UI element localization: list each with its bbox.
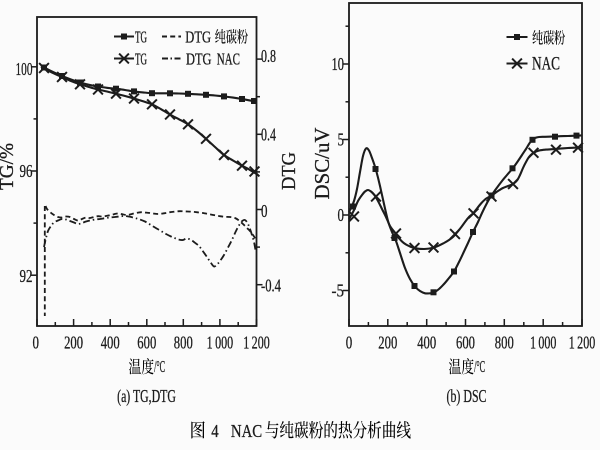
svg-text:DSC/uV: DSC/uV [310, 128, 334, 200]
svg-text:TG: TG [135, 28, 147, 47]
svg-text:-5: -5 [332, 281, 345, 301]
svg-text:400: 400 [101, 333, 120, 353]
svg-text:400: 400 [417, 333, 436, 353]
svg-text:(b) DSC: (b) DSC [447, 386, 487, 407]
svg-text:0: 0 [338, 205, 345, 225]
svg-text:(a) TG,DTG: (a) TG,DTG [117, 386, 176, 407]
svg-text:DTG: DTG [185, 28, 211, 47]
svg-text:DTG: DTG [186, 50, 212, 69]
svg-text:0.8: 0.8 [261, 46, 276, 66]
svg-text:800: 800 [174, 333, 193, 353]
svg-text:600: 600 [137, 333, 156, 353]
svg-text:100: 100 [16, 59, 33, 79]
svg-text:/°C: /°C [474, 357, 485, 376]
svg-text:NAC: NAC [532, 54, 560, 75]
svg-text:200: 200 [64, 333, 83, 353]
svg-text:/°C: /°C [154, 357, 165, 376]
svg-text:1 000: 1 000 [207, 333, 234, 353]
svg-text:0: 0 [32, 333, 39, 353]
svg-text:96: 96 [20, 161, 33, 181]
svg-text:0: 0 [346, 333, 353, 353]
svg-text:4: 4 [211, 421, 218, 441]
svg-text:NAC: NAC [217, 50, 240, 69]
svg-text:800: 800 [495, 333, 514, 353]
svg-text:1 200: 1 200 [569, 333, 596, 353]
svg-text:-0.4: -0.4 [261, 276, 281, 296]
svg-text:600: 600 [456, 333, 475, 353]
svg-text:200: 200 [378, 333, 397, 353]
svg-text:10: 10 [332, 54, 345, 74]
svg-text:1 000: 1 000 [530, 333, 557, 353]
svg-text:0: 0 [261, 201, 268, 221]
svg-text:92: 92 [20, 266, 33, 286]
svg-text:NAC: NAC [231, 421, 262, 441]
svg-text:1 200: 1 200 [243, 333, 270, 353]
svg-text:TG: TG [135, 50, 147, 69]
svg-text:5: 5 [338, 130, 345, 150]
svg-text:DTG: DTG [278, 152, 300, 190]
svg-text:TG/%: TG/% [0, 143, 18, 190]
svg-text:0.4: 0.4 [261, 125, 276, 145]
